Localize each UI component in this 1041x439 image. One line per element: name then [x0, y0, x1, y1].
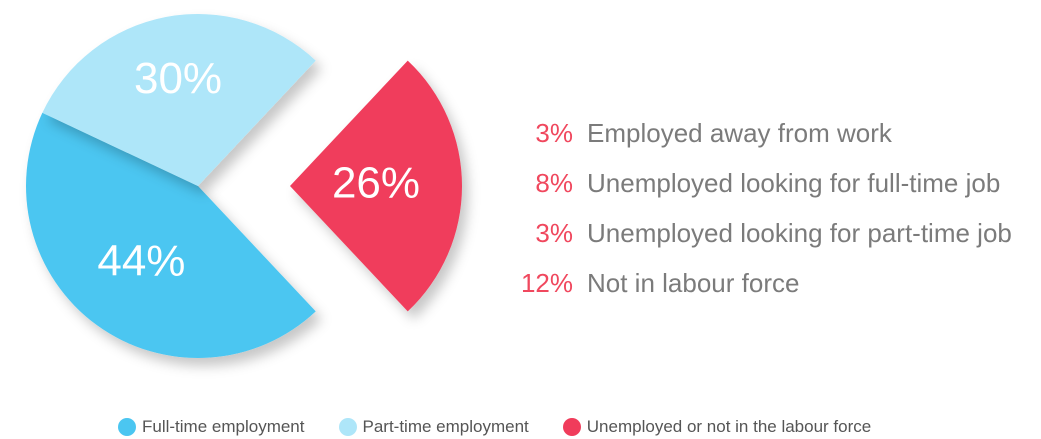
- breakdown-percent: 12%: [520, 267, 573, 298]
- breakdown-label: Unemployed looking for part-time job: [587, 217, 1012, 248]
- pie-slice-value-label: 30%: [134, 54, 222, 103]
- pie-slice-part-time-employment: [42, 14, 316, 187]
- pie-slices: [26, 14, 462, 358]
- pie-slice-labels: 26% 44% 30%: [97, 54, 420, 286]
- breakdown-percent: 8%: [535, 167, 573, 198]
- breakdown-item: 12% Not in labour force: [508, 258, 1038, 308]
- breakdown-item: 3% Employed away from work: [508, 108, 1038, 158]
- legend-item-full-time: Full-time employment: [118, 417, 305, 437]
- legend-label: Unemployed or not in the labour force: [586, 417, 872, 436]
- breakdown-label: Employed away from work: [587, 117, 892, 148]
- chart-legend: Full-time employment Part-time employmen…: [118, 416, 871, 438]
- legend-label: Full-time employment: [142, 417, 305, 436]
- pie-slice-value-label: 44%: [97, 237, 185, 286]
- breakdown-item: 8% Unemployed looking for full-time job: [508, 158, 1038, 208]
- breakdown-percent: 3%: [535, 117, 573, 148]
- pie-slice-unemployed-or-not-in-the-labour-force: [290, 60, 462, 312]
- unemployed-breakdown-list: 3% Employed away from work 8% Unemployed…: [508, 108, 1038, 308]
- legend-swatch: [338, 418, 357, 436]
- breakdown-percent: 3%: [535, 217, 573, 248]
- breakdown-label: Not in labour force: [587, 267, 800, 298]
- breakdown-item: 3% Unemployed looking for part-time job: [508, 208, 1038, 258]
- pie-slice-full-time-employment: [26, 112, 316, 358]
- legend-swatch: [562, 418, 581, 436]
- pie-slice-value-label: 26%: [332, 159, 420, 208]
- legend-item-part-time: Part-time employment: [338, 417, 529, 437]
- breakdown-label: Unemployed looking for full-time job: [587, 167, 1001, 198]
- legend-label: Part-time employment: [362, 417, 529, 436]
- legend-swatch: [118, 418, 136, 436]
- legend-item-unemployed: Unemployed or not in the labour force: [562, 417, 872, 437]
